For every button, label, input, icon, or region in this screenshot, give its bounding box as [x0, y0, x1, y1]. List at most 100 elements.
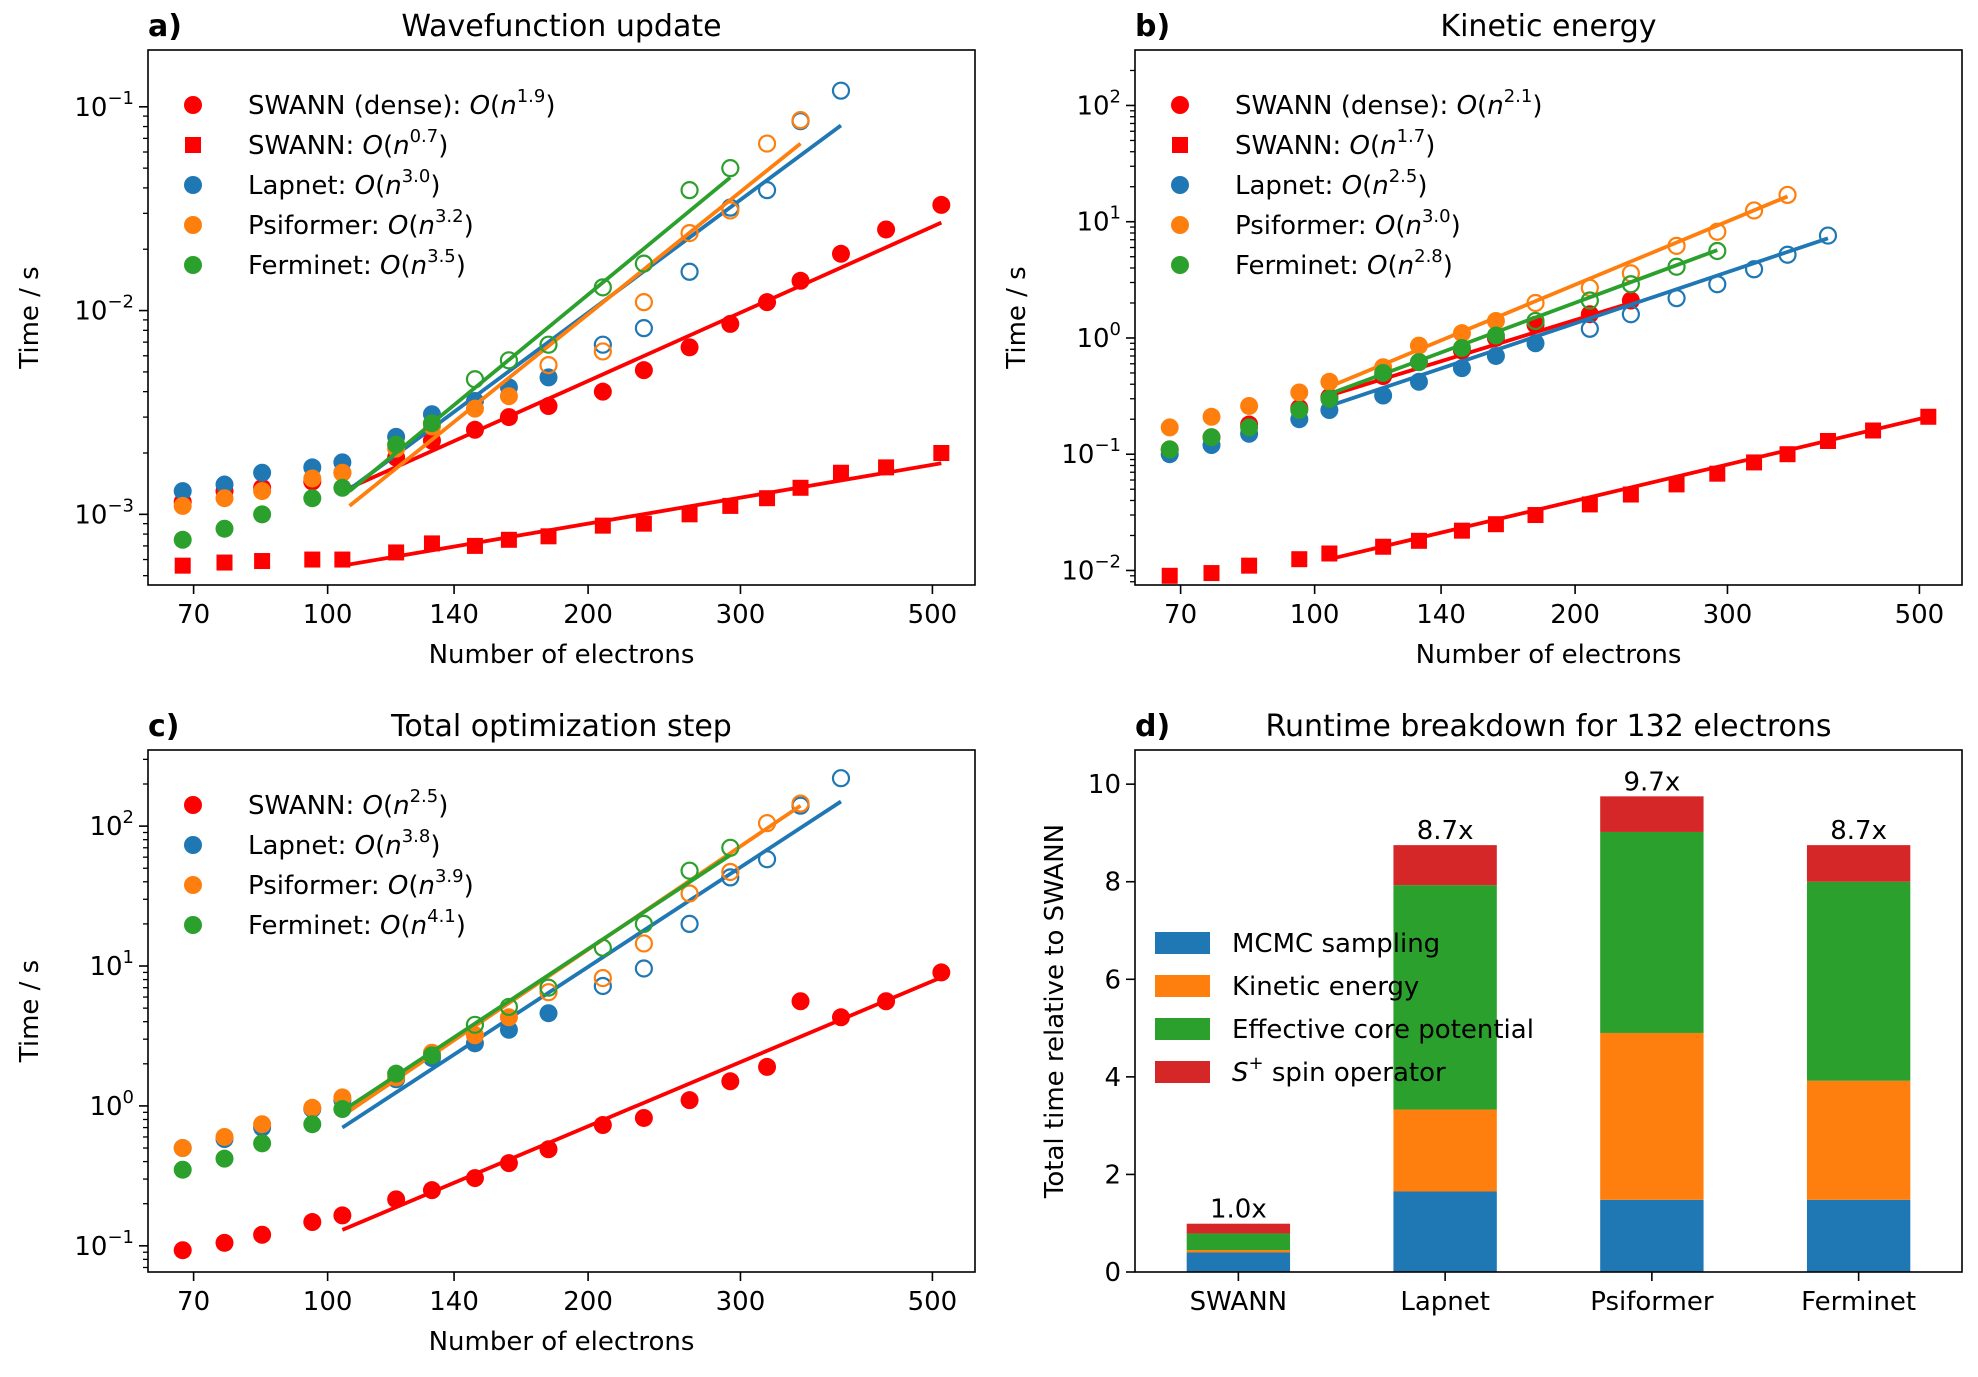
data-point — [1486, 326, 1505, 345]
x-axis-label: Number of electrons — [429, 1327, 695, 1357]
data-point — [722, 497, 739, 514]
x-axis-label: Number of electrons — [429, 640, 695, 670]
bar-segment — [1806, 1080, 1911, 1200]
data-point-open — [1667, 289, 1686, 308]
legend-marker — [185, 137, 201, 153]
data-point — [254, 553, 271, 570]
bar-segment — [1600, 831, 1704, 1033]
x-tick-label: Psiformer — [1590, 1287, 1714, 1317]
data-point — [791, 992, 810, 1011]
data-point — [1527, 507, 1544, 524]
data-point — [1920, 408, 1937, 425]
data-point — [1240, 418, 1259, 437]
legend-swatch — [1155, 1061, 1210, 1083]
data-point-open — [465, 1015, 485, 1034]
x-tick-label: 300 — [716, 1287, 766, 1317]
x-tick-label: 300 — [1703, 600, 1753, 630]
data-point — [303, 1213, 322, 1232]
fit-line — [341, 220, 943, 493]
data-point — [540, 528, 557, 545]
y-tick-label: 4 — [1104, 1063, 1121, 1093]
bar-segment — [1806, 881, 1911, 1081]
x-tick-label: 300 — [716, 600, 766, 630]
legend-marker — [184, 796, 202, 814]
bar-segment — [1393, 845, 1497, 886]
data-point — [173, 1139, 192, 1158]
x-tick-label: 70 — [177, 1287, 210, 1317]
data-point — [333, 1206, 352, 1225]
data-point — [1746, 454, 1763, 471]
x-axis-label: Number of electrons — [1416, 640, 1682, 670]
data-point — [1240, 396, 1259, 415]
series-psiformer: Psiformer: O(n3.0) — [1160, 185, 1797, 437]
legend-marker — [184, 876, 202, 894]
data-point-open — [757, 181, 777, 200]
legend-marker — [1171, 176, 1189, 194]
data-point — [635, 515, 652, 532]
legend-label: Psiformer: O(n3.2) — [248, 206, 474, 241]
data-point — [1160, 418, 1179, 437]
data-point — [215, 475, 234, 494]
data-point — [215, 1149, 234, 1168]
data-point — [539, 397, 558, 416]
x-tick-label: 200 — [563, 1287, 613, 1317]
axes-frame — [147, 749, 976, 1273]
legend-marker — [1171, 96, 1189, 114]
legend-label: Lapnet: O(n3.8) — [248, 826, 441, 861]
fit-line — [1328, 248, 1718, 396]
data-point-open — [1778, 185, 1797, 205]
data-point — [1410, 532, 1427, 549]
legend-label: Effective core potential — [1232, 1015, 1534, 1045]
legend-label: SWANN (dense): O(n1.9) — [248, 86, 555, 121]
data-point — [1321, 545, 1338, 562]
legend-label: SWANN: O(n2.5) — [248, 786, 448, 821]
data-point-open — [1778, 245, 1797, 264]
y-axis-label: Total time relative to SWANN — [1040, 824, 1070, 1199]
data-point — [304, 551, 321, 568]
data-point — [1203, 565, 1220, 582]
data-point-open — [1708, 241, 1727, 261]
data-point — [387, 1190, 406, 1209]
x-tick-label: 70 — [1164, 600, 1197, 630]
bar-segment — [1393, 1109, 1497, 1192]
x-tick-label: 140 — [429, 600, 479, 630]
y-tick-label: 101 — [89, 947, 134, 982]
data-point — [173, 1160, 192, 1179]
data-point-open — [1708, 222, 1727, 241]
data-point-open — [721, 838, 740, 857]
data-point-open — [593, 335, 612, 354]
data-point — [173, 530, 192, 549]
series-psiformer: Psiformer: O(n3.9) — [173, 794, 810, 1158]
data-point — [759, 490, 776, 507]
data-point — [253, 505, 272, 524]
data-point-open — [593, 968, 612, 988]
x-tick-label: 100 — [303, 600, 353, 630]
data-point-open — [1667, 236, 1686, 255]
data-point — [1819, 432, 1836, 449]
bar-segment — [1186, 1233, 1291, 1251]
legend-marker — [184, 836, 202, 854]
data-point — [423, 535, 440, 552]
data-point-open — [634, 914, 653, 934]
data-point-open — [593, 278, 612, 297]
y-axis-label: Time / s — [15, 960, 45, 1063]
data-point — [1161, 567, 1178, 584]
data-point — [721, 314, 740, 333]
x-tick-label: 140 — [429, 1287, 479, 1317]
data-point-open — [1621, 305, 1640, 324]
data-point-open — [593, 976, 612, 996]
data-point — [539, 1004, 558, 1023]
data-point — [680, 338, 699, 357]
y-tick-label: 10−2 — [1061, 551, 1121, 586]
axes-frame — [1134, 749, 1963, 1273]
data-point — [933, 444, 950, 461]
panel-3: 10−1 100 101 102 70 100 140 200 300 500 SWANN: O(n… — [15, 709, 976, 1357]
y-tick-label: 10−3 — [74, 495, 134, 530]
legend-marker — [184, 96, 202, 114]
data-point — [1453, 522, 1470, 539]
y-tick-label: 6 — [1104, 965, 1121, 995]
panel-title: Runtime breakdown for 132 electrons — [1265, 709, 1831, 744]
data-point-open — [465, 370, 485, 389]
data-point — [832, 464, 849, 481]
